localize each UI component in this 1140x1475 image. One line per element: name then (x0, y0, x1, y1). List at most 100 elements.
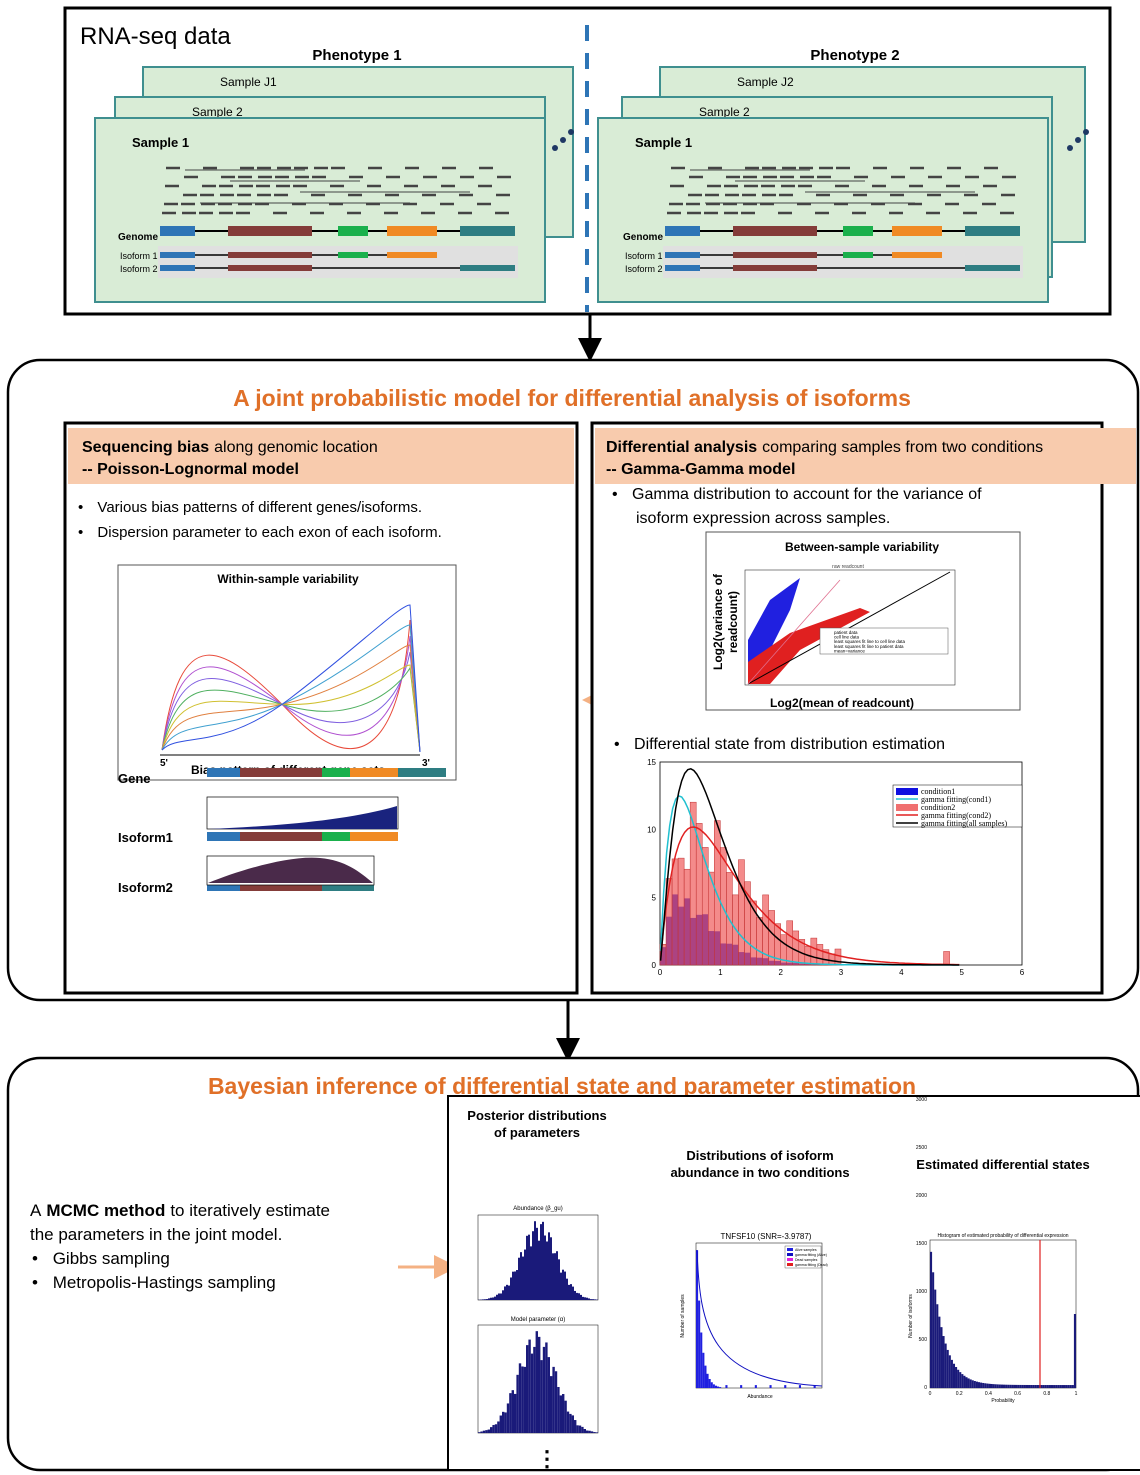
mini-bar (965, 1377, 967, 1388)
row-label: Isoform1 (118, 830, 173, 845)
mini-bar (506, 1285, 508, 1300)
mini-bar (1045, 1385, 1047, 1388)
track-label: Isoform 2 (120, 264, 158, 274)
mini-bar (558, 1259, 560, 1300)
mini-bar (1001, 1385, 1003, 1388)
mini-bar (980, 1383, 982, 1388)
mini-bar (504, 1286, 506, 1300)
mini-bar (961, 1374, 963, 1388)
legend-swatch (787, 1258, 793, 1261)
mini-bar (500, 1293, 502, 1300)
bullet: Differential state from distribution est… (634, 736, 945, 753)
exon (733, 252, 817, 258)
mini-bar (478, 1432, 480, 1433)
sample-label: Sample J1 (220, 75, 277, 89)
legend-text: gamma fitting(all samples) (921, 819, 1008, 828)
scatter-xlabel: Log2(mean of readcount) (770, 696, 914, 710)
exon (460, 265, 515, 271)
mini-bar (584, 1429, 586, 1433)
bullet: Dispersion parameter to each exon of eac… (97, 524, 441, 541)
mini-bar (495, 1424, 497, 1433)
body: RNA-seq data Phenotype 1 Phenotype 2 Sam… (0, 0, 1140, 1475)
mini-bar (1063, 1385, 1065, 1388)
mini-bar (974, 1381, 976, 1388)
track-label: Isoform 2 (625, 264, 663, 274)
hist-bar (678, 858, 684, 965)
mini-bar (530, 1246, 532, 1300)
shape: • Gibbs sampling (32, 1249, 170, 1268)
mini-bar (528, 1340, 530, 1433)
mini-bar (586, 1431, 588, 1433)
mini-bar (990, 1384, 992, 1388)
mini-ylabel: Number of samples (680, 1294, 686, 1338)
header-model: -- Poisson-Lognormal model (82, 461, 299, 478)
mini-bar (518, 1258, 520, 1300)
mini-bar (498, 1293, 500, 1300)
mini-bar (492, 1297, 494, 1300)
mini-title: Histogram of estimated probability of di… (937, 1233, 1068, 1239)
mini-bar (713, 1384, 715, 1388)
mini-bar (509, 1393, 511, 1433)
mini-bar (592, 1299, 594, 1300)
x-tick-label: 0 (929, 1391, 932, 1397)
mini-bar (524, 1250, 526, 1300)
x-tick-label: 6 (1020, 968, 1025, 977)
y-tick-label: 0 (924, 1385, 927, 1391)
header-bold: Differential analysis (606, 439, 757, 456)
mini-bar (976, 1382, 978, 1388)
mini-bar (486, 1299, 488, 1300)
mini-bar (544, 1236, 546, 1300)
mini-bar (581, 1427, 583, 1433)
exon (843, 252, 873, 258)
sub-title: of parameters (494, 1125, 580, 1140)
shape: • Various bias patterns of different gen… (78, 499, 422, 516)
mini-bar (936, 1304, 938, 1388)
mini-bar (546, 1241, 548, 1300)
mini-bar (1053, 1385, 1055, 1388)
exon (665, 252, 700, 258)
hist-bar (684, 869, 690, 965)
mini-bar (988, 1384, 990, 1388)
scatter-inner-title: raw readcount (832, 564, 864, 570)
mini-bar (970, 1379, 972, 1388)
exon (892, 252, 942, 258)
mini-bar (949, 1355, 951, 1388)
mini-bar (548, 1357, 550, 1433)
legend-swatch (787, 1263, 793, 1266)
mini-bar (534, 1221, 536, 1300)
exon (965, 226, 1020, 236)
mini-bar (1032, 1385, 1034, 1388)
hist-bar (793, 931, 799, 965)
legend-text: Alive samples (795, 1248, 817, 1252)
diagram: RNA-seq data Phenotype 1 Phenotype 2 Sam… (0, 0, 1140, 1475)
mini-bar (564, 1272, 566, 1300)
mini-bar (1043, 1385, 1045, 1388)
mini-bar (520, 1252, 522, 1300)
dots (552, 145, 558, 151)
mini-bar (1009, 1385, 1011, 1388)
mini-bar (934, 1290, 936, 1388)
x-tick-label: 4 (899, 968, 904, 977)
mini-bar (700, 1333, 702, 1388)
mini-bar (562, 1270, 564, 1300)
legend-swatch (896, 788, 918, 795)
exon (460, 226, 515, 236)
isoform-bg (158, 246, 518, 278)
mini-bar (579, 1426, 581, 1433)
mini-bar (567, 1412, 569, 1433)
mini-bar (532, 1231, 534, 1300)
mini-bar (507, 1403, 509, 1433)
mini-bar (755, 1385, 757, 1388)
mini-bar (557, 1387, 559, 1433)
mini-bar (982, 1383, 984, 1388)
dots (560, 137, 566, 143)
x-start: 5' (160, 758, 168, 769)
header-text: along genomic location (214, 439, 378, 456)
y-tick-label: 10 (647, 826, 656, 835)
mini-bar (514, 1271, 516, 1300)
mini-bar (711, 1382, 713, 1388)
mini-bar (524, 1367, 526, 1433)
scatter-ylabel: readcount) (726, 591, 740, 653)
mini-bar (554, 1253, 556, 1300)
mini-bar (568, 1285, 570, 1300)
